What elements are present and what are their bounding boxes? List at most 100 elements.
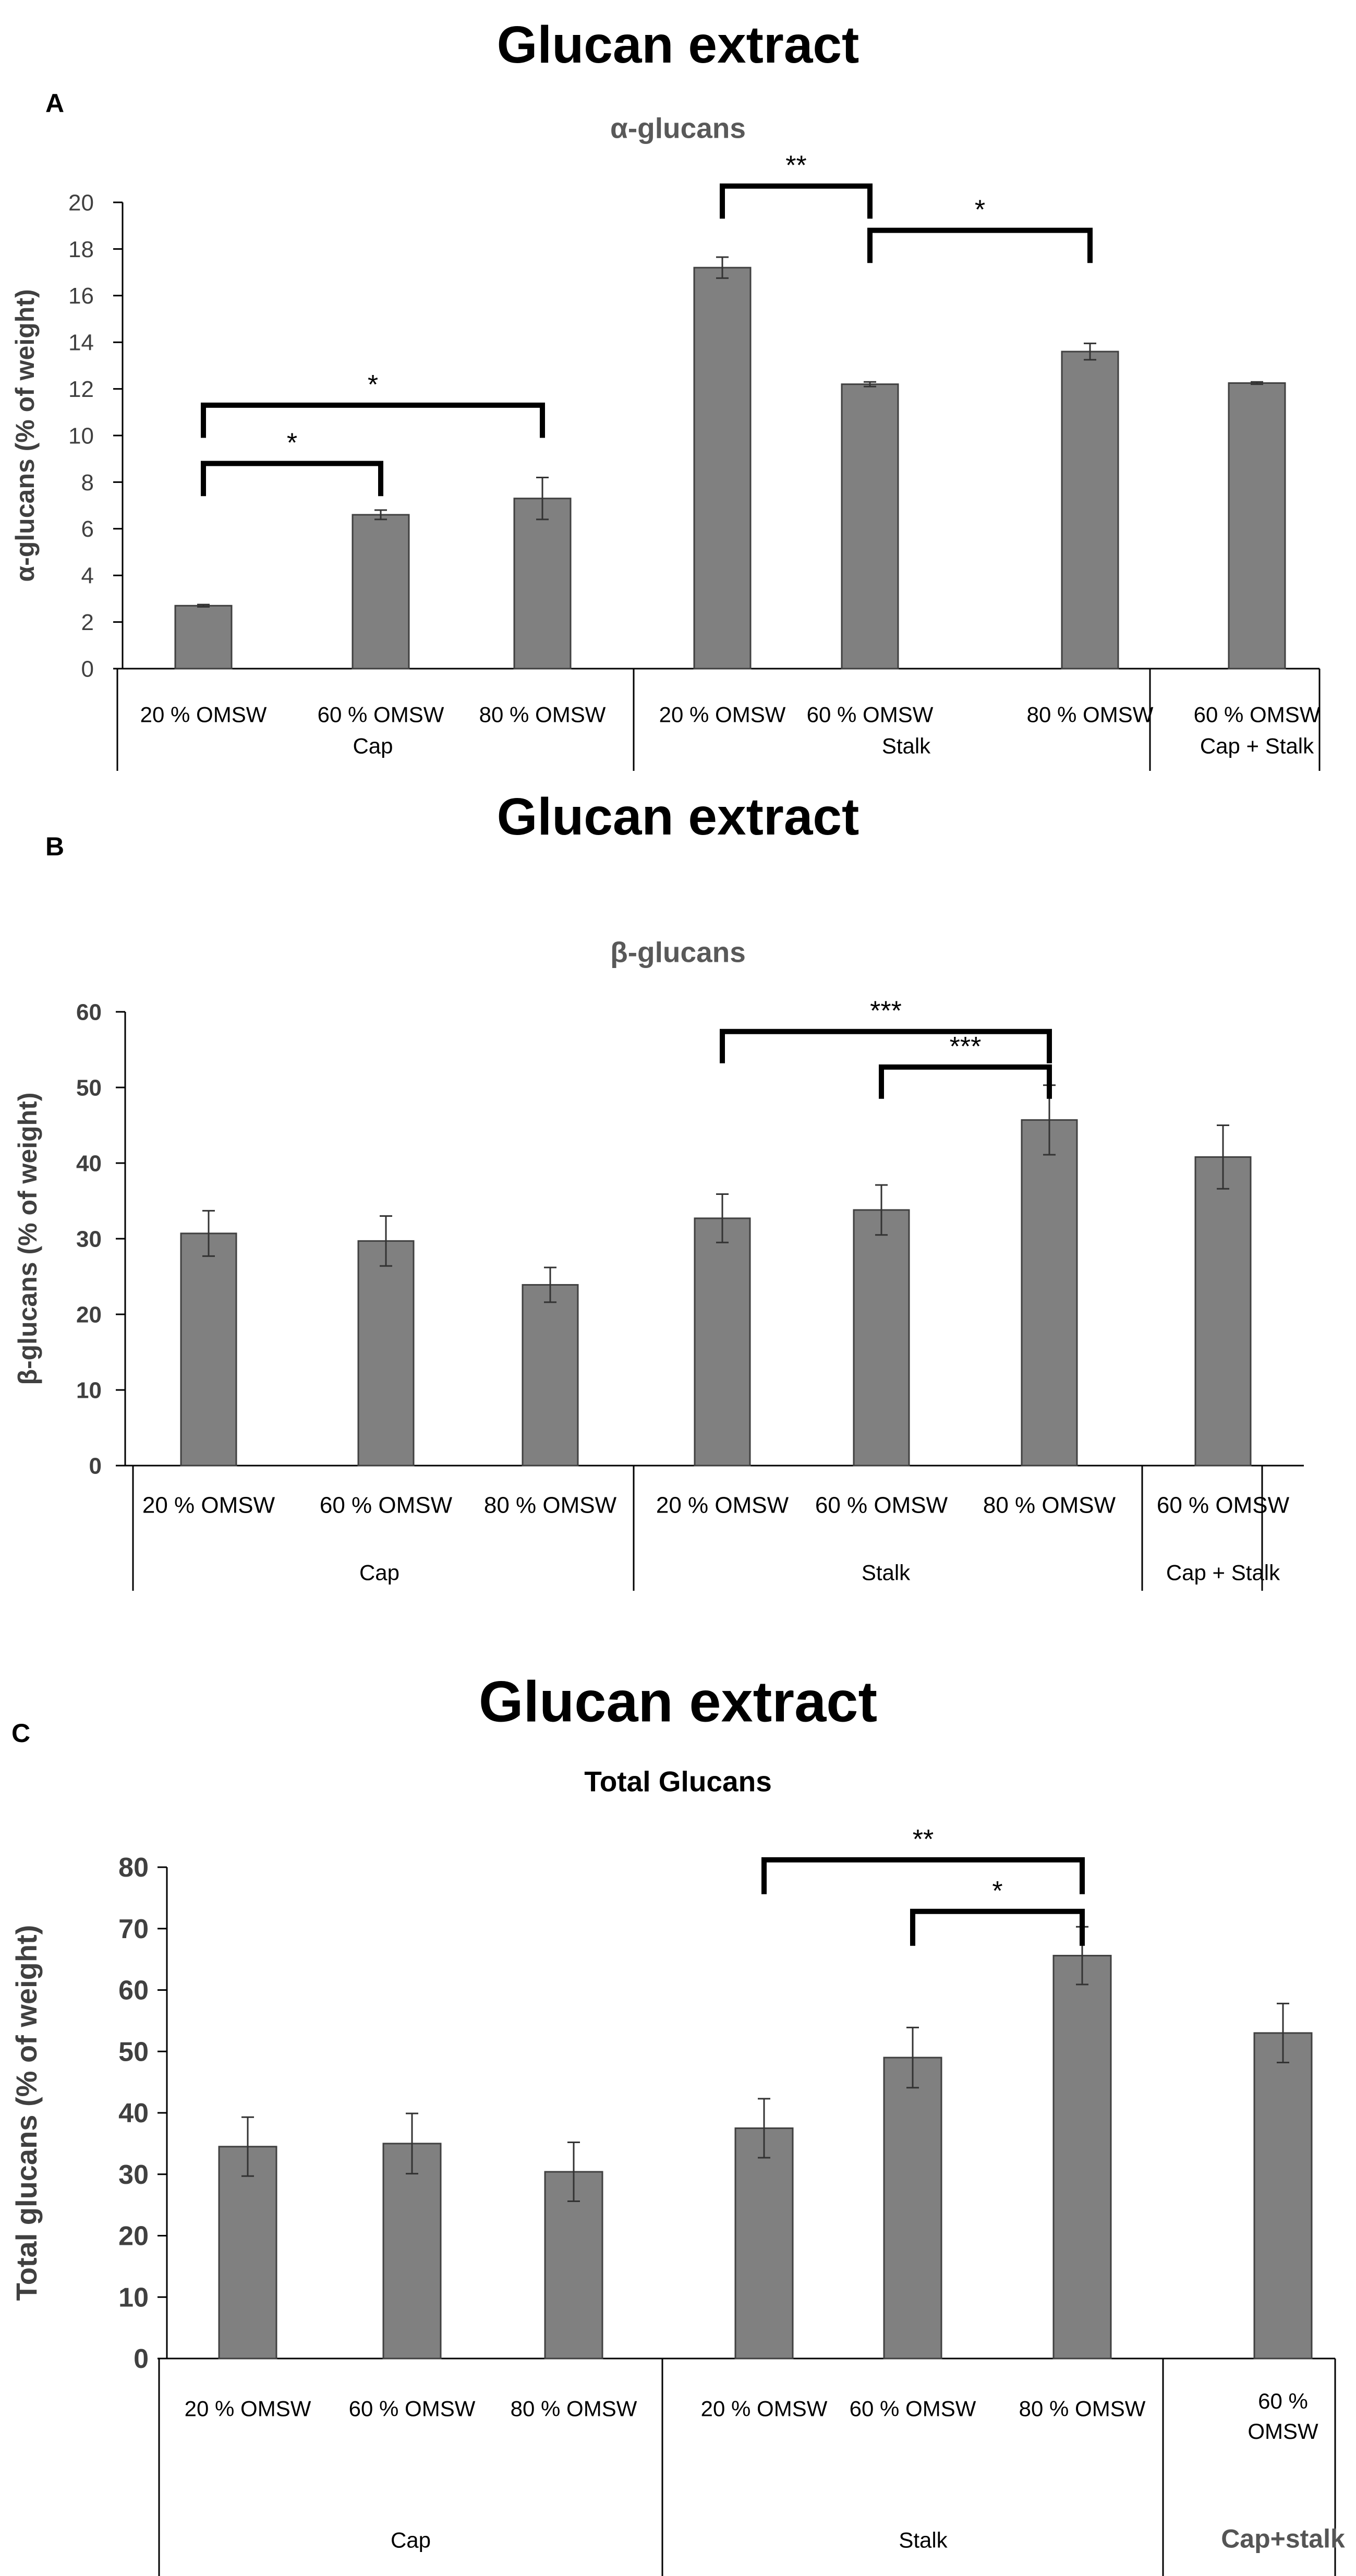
y-axis-label: Total glucans (% of weight) — [10, 1925, 43, 2301]
y-tick-label: 50 — [76, 1075, 102, 1100]
y-tick-label: 30 — [76, 1226, 102, 1252]
significance-bracket — [201, 461, 383, 497]
bar — [1228, 382, 1286, 670]
x-category-label: 80 % OMSW — [479, 703, 606, 727]
bar — [352, 514, 410, 670]
bar — [174, 604, 233, 670]
y-tick-label: 20 — [76, 1302, 102, 1327]
significance-label: *** — [950, 1032, 982, 1062]
x-category-label: 60 % OMSW — [1157, 1492, 1290, 1518]
significance-label: *** — [870, 996, 902, 1026]
y-tick-label: 60 — [76, 999, 102, 1025]
y-tick-label: 12 — [68, 377, 94, 402]
x-group-label: Stalk — [899, 2528, 948, 2553]
significance-bracket — [910, 1908, 1085, 1946]
y-tick-label: 0 — [89, 1453, 102, 1479]
x-category-label: 80 % OMSW — [484, 1492, 617, 1518]
x-group-label: Cap + Stalk — [1166, 1561, 1280, 1585]
x-group-label: Cap — [353, 734, 393, 758]
significance-bracket — [720, 183, 873, 219]
y-tick-label: 20 — [68, 190, 94, 215]
y-tick-label: 60 — [118, 1976, 149, 2006]
main-title: Glucan extract — [497, 16, 859, 74]
y-tick-label: 2 — [81, 610, 94, 635]
panel-label: B — [45, 832, 64, 861]
bar — [180, 1232, 237, 1467]
x-category-label: OMSW — [1248, 2419, 1318, 2444]
significance-label: ** — [785, 151, 806, 181]
chart-title: β-glucans — [610, 936, 746, 968]
main-title: Glucan extract — [479, 1670, 877, 1734]
main-title: Glucan extract — [497, 788, 859, 846]
x-category-label: 20 % OMSW — [656, 1492, 789, 1518]
significance-bracket — [720, 1029, 1052, 1063]
panel-label: A — [45, 89, 64, 118]
x-category-label: 60 % OMSW — [1194, 703, 1321, 727]
y-tick-label: 8 — [81, 470, 94, 495]
significance-bracket — [879, 1064, 1052, 1099]
significance-label: * — [992, 1876, 1002, 1906]
bar — [544, 2171, 603, 2360]
x-category-label: 60 % OMSW — [320, 1492, 453, 1518]
x-group-label: Cap — [391, 2528, 431, 2553]
x-category-label: 60 % OMSW — [807, 703, 934, 727]
x-category-label: 80 % OMSW — [511, 2397, 637, 2421]
panel-a-alpha-glucans: Glucan extract Aα-glucans α-glucans (% of … — [10, 16, 1321, 771]
bar — [357, 1240, 415, 1467]
significance-bracket — [201, 402, 545, 438]
y-axis-label: α-glucans (% of weight) — [10, 289, 40, 582]
x-group-label: Stalk — [862, 1561, 911, 1585]
x-category-label: 80 % OMSW — [1027, 703, 1154, 727]
bar — [883, 2057, 942, 2360]
y-tick-label: 18 — [68, 237, 94, 262]
panel-b-beta-glucans: Glucan extract Bβ-glucans β-glucans (% of … — [13, 788, 1304, 1591]
y-tick-label: 0 — [134, 2344, 149, 2374]
y-tick-label: 4 — [81, 563, 94, 589]
bar — [1061, 350, 1119, 670]
y-tick-label: 10 — [76, 1377, 102, 1403]
y-tick-label: 30 — [118, 2160, 149, 2190]
x-category-label: 60 % OMSW — [318, 703, 444, 727]
bar — [694, 1217, 751, 1467]
bar — [382, 2143, 442, 2360]
significance-bracket — [867, 227, 1093, 263]
panel-label: C — [11, 1719, 30, 1748]
significance-label: * — [368, 370, 378, 400]
y-tick-label: 16 — [68, 283, 94, 309]
y-tick-label: 14 — [68, 330, 94, 356]
bar — [734, 2127, 794, 2360]
significance-bracket — [761, 1857, 1085, 1894]
x-group-label: Cap — [359, 1561, 399, 1585]
y-tick-label: 10 — [68, 423, 94, 449]
bar — [1052, 1955, 1112, 2360]
x-category-label: 60 % OMSW — [850, 2397, 976, 2421]
y-tick-label: 40 — [76, 1151, 102, 1176]
x-group-label: Cap+stalk — [1221, 2524, 1345, 2554]
x-category-label: 20 % OMSW — [185, 2397, 311, 2421]
bar — [1021, 1119, 1078, 1467]
significance-label: ** — [913, 1824, 934, 1855]
bar — [522, 1284, 579, 1467]
x-category-label: 60 % OMSW — [815, 1492, 948, 1518]
bar — [693, 267, 752, 670]
x-category-label: 20 % OMSW — [142, 1492, 275, 1518]
bar — [218, 2146, 277, 2360]
y-tick-label: 80 — [118, 1853, 149, 1883]
x-category-label: 60 % OMSW — [349, 2397, 476, 2421]
y-tick-label: 6 — [81, 516, 94, 542]
bar — [1194, 1156, 1252, 1467]
x-category-label: 20 % OMSW — [659, 703, 786, 727]
y-tick-label: 0 — [81, 656, 94, 682]
x-category-label: 80 % OMSW — [1019, 2397, 1146, 2421]
bar — [1253, 2032, 1313, 2360]
significance-label: * — [975, 195, 985, 225]
x-category-label: 80 % OMSW — [983, 1492, 1116, 1518]
y-axis-label: β-glucans (% of weight) — [13, 1092, 42, 1385]
y-tick-label: 40 — [118, 2098, 149, 2128]
bar — [513, 498, 572, 670]
y-tick-label: 70 — [118, 1914, 149, 1944]
x-category-label: 20 % OMSW — [701, 2397, 828, 2421]
y-tick-label: 10 — [118, 2282, 149, 2313]
bar — [853, 1209, 910, 1467]
